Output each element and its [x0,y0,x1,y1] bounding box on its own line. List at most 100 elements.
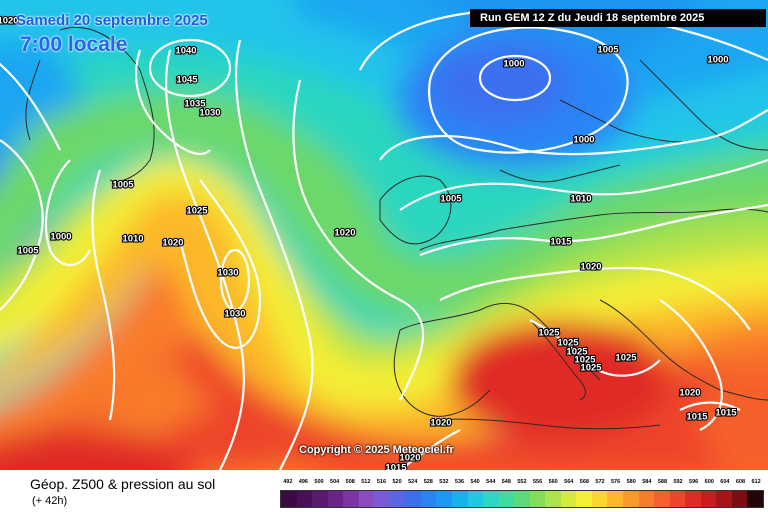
scale-swatch [358,491,375,507]
isobar-label: 1030 [199,108,220,119]
isobar-label: 1020 [162,238,183,249]
isobar-label: 1015 [715,408,737,419]
scale-swatch [716,491,732,507]
scale-swatch [374,491,390,507]
isobar-label: 1025 [615,353,637,364]
scale-label: 612 [751,479,761,485]
isobar-label: 1000 [573,135,594,146]
scale-swatch [483,491,499,507]
isobar-label: 1005 [440,194,462,205]
scale-label: 512 [361,479,371,485]
isobars [0,8,768,470]
scale-label: 580 [626,479,636,485]
coastlines [25,26,768,430]
legend-title: Géop. Z500 & pression au sol [30,476,216,492]
scale-swatch [623,491,639,507]
color-scale-bar [280,490,764,508]
scale-swatch [389,491,406,507]
scale-swatch [731,491,748,507]
copyright-notice: Copyright © 2025 Meteociel.fr [299,444,454,456]
isobar-label: 1000 [707,55,728,66]
scale-label: 572 [595,479,605,485]
scale-label: 532 [439,479,449,485]
scale-label: 548 [501,479,511,485]
scale-swatch [700,491,717,507]
color-scale-labels: 492 496 500 504 508 512 516 520 524 528 532 536 540 5… [280,479,764,489]
legend-subtitle: (+ 42h) [32,495,68,507]
isobar-label: 1025 [186,206,208,217]
isobar-label: 1000 [50,232,71,243]
scale-label: 500 [314,479,324,485]
isobar-label: 1030 [217,268,238,279]
scale-label: 560 [548,479,558,485]
scale-label: 516 [376,479,387,485]
isobar-label: 1030 [224,309,245,320]
scale-swatch [312,491,328,507]
scale-swatch [452,491,468,507]
isobar-label: 1010 [122,234,143,245]
scale-label: 528 [423,479,433,485]
scale-swatch [296,491,313,507]
isobar-label: 1025 [566,347,588,358]
scale-swatch [281,491,297,507]
forecast-time: 7:00 locale [20,33,128,56]
scale-label: 544 [486,479,496,485]
model-run-label: Run GEM 12 Z du Jeudi 18 septembre 2025 [470,9,766,27]
scale-label: 520 [392,479,402,485]
scale-swatch [747,491,763,507]
scale-swatch [514,491,530,507]
isobar-label: 1045 [176,75,198,86]
scale-swatch [545,491,561,507]
scale-label: 568 [579,479,589,485]
isobar-label: 1020 [0,16,19,27]
scale-label: 504 [330,479,340,485]
scale-swatch [607,491,624,507]
scale-label: 588 [657,479,668,485]
scale-label: 524 [408,479,418,485]
isobar-label: 1015 [686,412,708,423]
isobar-label: 1025 [574,355,596,366]
scale-label: 564 [564,479,574,485]
isobar-label: 1010 [570,194,591,205]
scale-swatch [327,491,344,507]
scale-swatch [498,491,515,507]
scale-swatch [591,491,608,507]
scale-swatch [529,491,546,507]
isobar-label: 1020 [399,453,420,464]
scale-label: 592 [673,479,683,485]
isobar-label: 1040 [175,46,196,57]
scale-label: 536 [454,479,465,485]
scale-label: 576 [611,479,621,485]
isobar-label: 1020 [430,418,451,429]
isobar-label: 1015 [385,463,407,470]
legend-panel: Géop. Z500 & pression au sol (+ 42h) 492… [0,470,768,512]
scale-label: 508 [345,479,355,485]
scale-label: 556 [532,479,543,485]
isobar-label: 1020 [334,228,355,239]
scale-swatch [685,491,701,507]
isobar-label: 1005 [597,45,619,56]
scale-label: 600 [704,479,714,485]
scale-swatch [420,491,437,507]
scale-swatch [436,491,453,507]
scale-swatch [669,491,686,507]
scale-swatch [343,491,359,507]
isobar-label: 1005 [17,246,39,257]
isobar-label: 1020 [679,388,700,399]
scale-swatch [405,491,421,507]
isobar-label: 1025 [580,363,602,374]
scale-label: 492 [283,479,293,485]
scale-label: 608 [735,479,746,485]
scale-label: 540 [470,479,480,485]
scale-swatch [576,491,592,507]
scale-label: 604 [720,479,730,485]
scale-label: 596 [689,479,699,485]
scale-swatch [560,491,577,507]
forecast-date: Samedi 20 septembre 2025 [16,12,208,29]
color-scale: 492 496 500 504 508 512 516 520 524 528 532 536 540 5… [280,479,764,508]
scale-swatch [467,491,484,507]
scale-label: 552 [517,479,527,485]
